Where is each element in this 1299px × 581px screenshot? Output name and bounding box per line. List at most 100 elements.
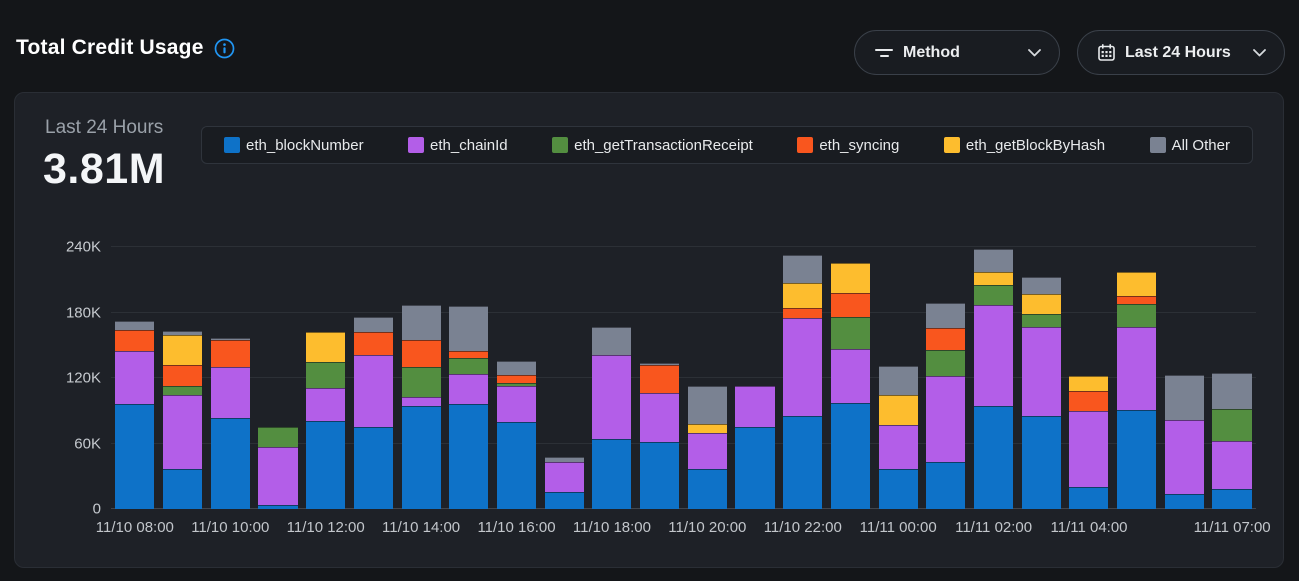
bar-11/10 19:00[interactable] (640, 247, 680, 509)
bar-segment-eth_chainId[interactable] (783, 317, 823, 417)
bar-segment-eth_chainId[interactable] (830, 348, 870, 404)
bar-11/10 14:00[interactable] (401, 247, 441, 509)
bar-segment-eth_getBlockByHash[interactable] (306, 332, 346, 362)
bar-segment-eth_chainId[interactable] (640, 393, 680, 443)
bar-segment-eth_blockNumber[interactable] (687, 468, 727, 509)
bar-segment-eth_syncing[interactable] (783, 308, 823, 318)
bar-segment-eth_getTransactionReceipt[interactable] (1021, 313, 1061, 327)
bar-segment-eth_getTransactionReceipt[interactable] (258, 427, 298, 447)
bar-segment-eth_getBlockByHash[interactable] (687, 423, 727, 433)
bar-segment-All Other[interactable] (210, 337, 250, 340)
legend-item-eth_blockNumber[interactable]: eth_blockNumber (224, 137, 364, 154)
bar-11/10 20:00[interactable] (687, 247, 727, 509)
bar-segment-eth_blockNumber[interactable] (1164, 493, 1204, 509)
bar-segment-eth_syncing[interactable] (449, 350, 489, 359)
bar-segment-eth_syncing[interactable] (926, 327, 966, 350)
bar-11/11 04:00[interactable] (1069, 247, 1109, 509)
bar-segment-eth_getTransactionReceipt[interactable] (401, 367, 441, 397)
bar-segment-eth_blockNumber[interactable] (830, 403, 870, 509)
bar-segment-eth_getTransactionReceipt[interactable] (306, 361, 346, 388)
bar-segment-All Other[interactable] (878, 366, 918, 396)
bar-segment-eth_blockNumber[interactable] (258, 504, 298, 509)
bar-segment-eth_getBlockByHash[interactable] (1117, 272, 1157, 297)
bar-segment-eth_getBlockByHash[interactable] (973, 272, 1014, 286)
bar-segment-eth_chainId[interactable] (306, 387, 346, 421)
bar-11/11 02:00[interactable] (973, 247, 1014, 509)
bar-segment-eth_chainId[interactable] (1021, 326, 1061, 417)
bar-segment-eth_blockNumber[interactable] (1069, 487, 1109, 509)
bar-11/10 16:00[interactable] (496, 247, 537, 509)
bar-segment-eth_blockNumber[interactable] (306, 420, 346, 509)
bar-11/10 09:00[interactable] (163, 247, 203, 509)
bar-11/11 00:00[interactable] (878, 247, 918, 509)
bar-segment-eth_chainId[interactable] (544, 462, 584, 492)
bar-segment-eth_blockNumber[interactable] (640, 442, 680, 509)
bar-segment-eth_getTransactionReceipt[interactable] (973, 285, 1014, 305)
bar-segment-All Other[interactable] (163, 331, 203, 336)
bar-segment-All Other[interactable] (783, 254, 823, 284)
legend-item-eth_getBlockByHash[interactable]: eth_getBlockByHash (943, 137, 1105, 154)
bar-segment-eth_chainId[interactable] (973, 304, 1014, 407)
bar-segment-eth_blockNumber[interactable] (973, 406, 1014, 509)
date-range-button[interactable]: Last 24 Hours (1077, 30, 1285, 75)
bar-segment-eth_getBlockByHash[interactable] (1069, 375, 1109, 392)
bar-segment-eth_blockNumber[interactable] (401, 406, 441, 509)
bar-segment-All Other[interactable] (449, 305, 489, 351)
bar-11/10 15:00[interactable] (449, 247, 489, 509)
bar-segment-eth_blockNumber[interactable] (1212, 489, 1252, 509)
bar-segment-eth_chainId[interactable] (496, 385, 537, 422)
bar-segment-eth_chainId[interactable] (449, 373, 489, 405)
bar-11/10 11:00[interactable] (258, 247, 298, 509)
bar-segment-eth_syncing[interactable] (640, 364, 680, 394)
bar-segment-eth_chainId[interactable] (258, 446, 298, 505)
bar-11/11 07:00[interactable] (1212, 247, 1252, 509)
bar-segment-eth_blockNumber[interactable] (163, 468, 203, 509)
bar-segment-All Other[interactable] (687, 385, 727, 424)
bar-segment-eth_chainId[interactable] (592, 355, 632, 440)
bar-segment-eth_syncing[interactable] (1069, 391, 1109, 411)
bar-segment-eth_syncing[interactable] (830, 292, 870, 317)
bar-segment-eth_chainId[interactable] (735, 385, 775, 428)
bar-segment-eth_getTransactionReceipt[interactable] (926, 349, 966, 376)
bar-segment-eth_getTransactionReceipt[interactable] (449, 358, 489, 374)
bar-segment-eth_blockNumber[interactable] (926, 462, 966, 509)
bar-segment-eth_blockNumber[interactable] (210, 418, 250, 509)
bar-segment-All Other[interactable] (926, 302, 966, 328)
bar-11/11 03:00[interactable] (1021, 247, 1061, 509)
bar-11/11 01:00[interactable] (926, 247, 966, 509)
bar-segment-All Other[interactable] (973, 249, 1014, 273)
bar-segment-All Other[interactable] (1212, 372, 1252, 409)
bar-segment-eth_getTransactionReceipt[interactable] (1117, 303, 1157, 327)
legend-item-eth_syncing[interactable]: eth_syncing (797, 137, 899, 154)
bar-11/10 21:00[interactable] (735, 247, 775, 509)
bar-segment-eth_getBlockByHash[interactable] (1021, 293, 1061, 314)
bar-segment-eth_blockNumber[interactable] (878, 468, 918, 509)
bar-segment-All Other[interactable] (592, 326, 632, 356)
bar-segment-All Other[interactable] (115, 321, 155, 330)
bar-segment-All Other[interactable] (640, 362, 680, 365)
bar-segment-eth_syncing[interactable] (115, 329, 155, 351)
legend-item-eth_chainId[interactable]: eth_chainId (408, 137, 508, 154)
bar-segment-eth_syncing[interactable] (496, 374, 537, 384)
bar-segment-eth_blockNumber[interactable] (1021, 416, 1061, 509)
bar-11/10 12:00[interactable] (306, 247, 346, 509)
bar-segment-eth_syncing[interactable] (163, 364, 203, 386)
bar-segment-eth_chainId[interactable] (687, 432, 727, 469)
method-filter-button[interactable]: Method (854, 30, 1060, 75)
bar-segment-eth_chainId[interactable] (353, 355, 393, 428)
bar-segment-eth_getTransactionReceipt[interactable] (163, 385, 203, 396)
bar-segment-All Other[interactable] (353, 316, 393, 333)
bar-11/11 06:00[interactable] (1164, 247, 1204, 509)
bar-segment-eth_blockNumber[interactable] (1117, 409, 1157, 509)
bar-segment-All Other[interactable] (1021, 276, 1061, 294)
bar-segment-eth_blockNumber[interactable] (735, 427, 775, 509)
bar-segment-eth_chainId[interactable] (115, 350, 155, 405)
bar-segment-eth_blockNumber[interactable] (496, 421, 537, 509)
bar-segment-eth_blockNumber[interactable] (592, 439, 632, 509)
bar-segment-eth_blockNumber[interactable] (115, 404, 155, 509)
bar-segment-eth_chainId[interactable] (878, 424, 918, 469)
bar-segment-eth_chainId[interactable] (401, 396, 441, 407)
bar-11/10 10:00[interactable] (210, 247, 250, 509)
bar-11/10 18:00[interactable] (592, 247, 632, 509)
bar-segment-All Other[interactable] (496, 360, 537, 375)
